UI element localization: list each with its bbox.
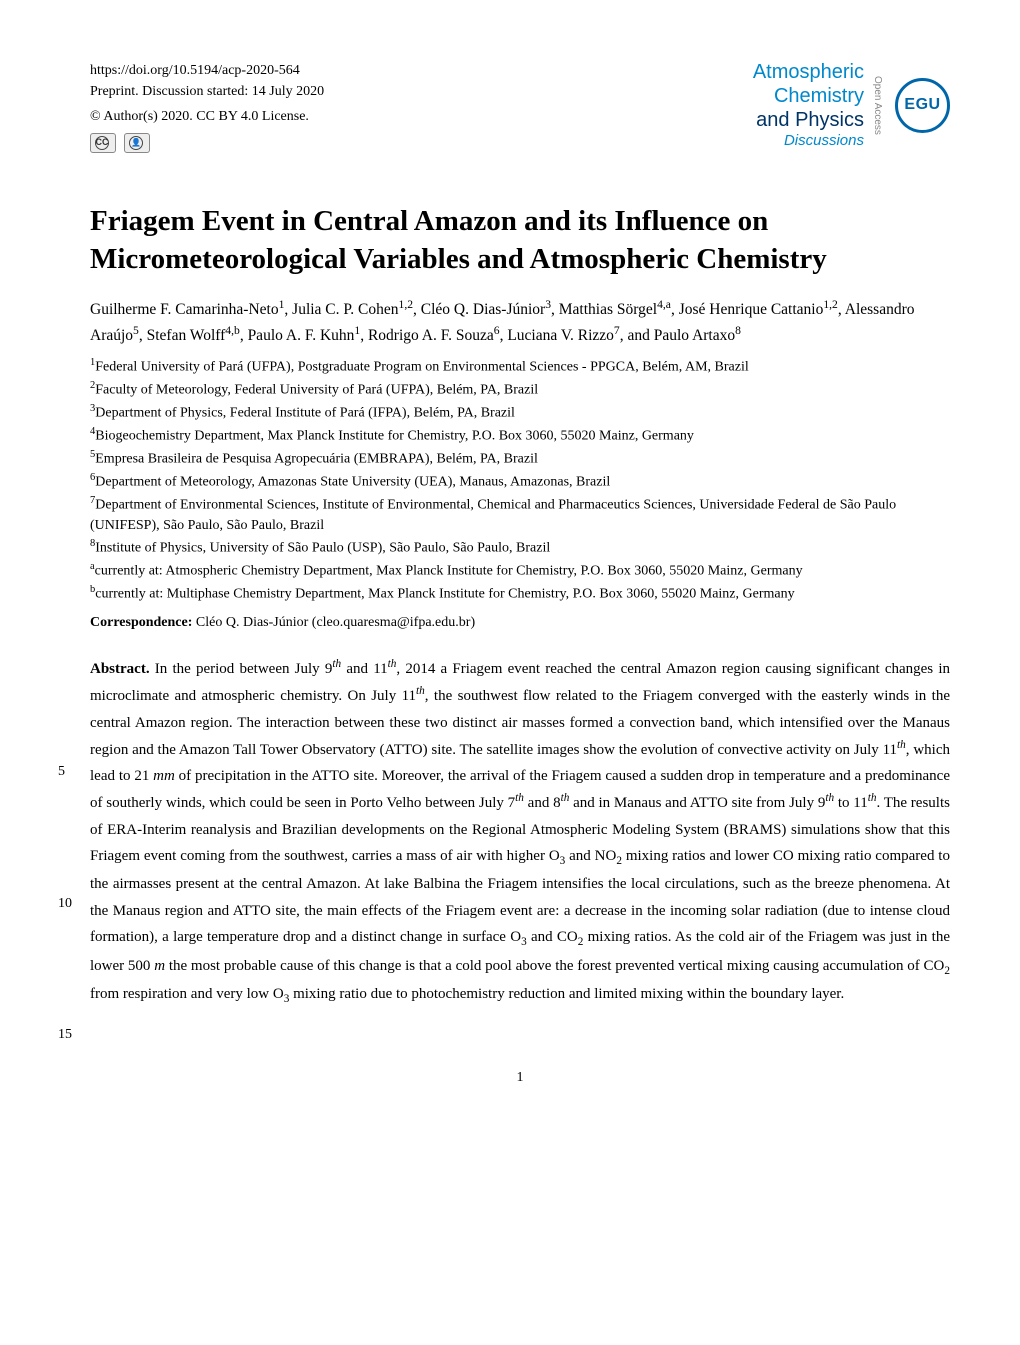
paper-title: Friagem Event in Central Amazon and its … — [90, 203, 950, 278]
doi-link[interactable]: https://doi.org/10.5194/acp-2020-564 — [90, 60, 324, 81]
correspondence-line: Correspondence: Cléo Q. Dias-Júnior (cle… — [90, 615, 950, 631]
header-row: https://doi.org/10.5194/acp-2020-564 Pre… — [90, 60, 950, 153]
cc-icon: CC — [95, 136, 109, 150]
by-icon: 👤 — [129, 136, 143, 150]
journal-line-3: and Physics — [753, 108, 864, 132]
affiliation-line: 2Faculty of Meteorology, Federal Univers… — [90, 378, 950, 401]
header-left: https://doi.org/10.5194/acp-2020-564 Pre… — [90, 60, 324, 153]
affiliation-line: 3Department of Physics, Federal Institut… — [90, 401, 950, 424]
egu-logo: EGU — [895, 78, 950, 133]
preprint-line: Preprint. Discussion started: 14 July 20… — [90, 81, 324, 102]
cc-badges: CC 👤 — [90, 133, 324, 153]
cc-badge: CC — [90, 133, 116, 153]
affiliation-line: 1Federal University of Pará (UFPA), Post… — [90, 355, 950, 378]
journal-line-4: Discussions — [753, 132, 864, 150]
affiliation-line: 6Department of Meteorology, Amazonas Sta… — [90, 470, 950, 493]
affiliation-line: bcurrently at: Multiphase Chemistry Depa… — [90, 582, 950, 605]
page-number: 1 — [90, 1070, 950, 1086]
journal-line-2: Chemistry — [753, 84, 864, 108]
authors-list: Guilherme F. Camarinha-Neto1, Julia C. P… — [90, 296, 950, 347]
abstract-text: In the period between July 9th and 11th,… — [90, 661, 950, 1002]
correspondence-text: Cléo Q. Dias-Júnior (cleo.quaresma@ifpa.… — [192, 615, 475, 630]
correspondence-label: Correspondence: — [90, 615, 192, 630]
affiliation-line: 7Department of Environmental Sciences, I… — [90, 493, 950, 536]
abstract-label: Abstract. — [90, 661, 150, 677]
by-badge: 👤 — [124, 133, 150, 153]
journal-title-block: Atmospheric Chemistry and Physics Discus… — [753, 60, 864, 150]
line-number-5: 5 — [58, 760, 65, 785]
line-number-15: 15 — [58, 1023, 72, 1048]
affiliation-line: 8Institute of Physics, University of São… — [90, 536, 950, 559]
affiliation-line: 4Biogeochemistry Department, Max Planck … — [90, 424, 950, 447]
open-access-label: Open Access — [872, 76, 883, 135]
copyright-row: © Author(s) 2020. CC BY 4.0 License. — [90, 106, 324, 127]
journal-line-1: Atmospheric — [753, 60, 864, 84]
abstract-block: Abstract. In the period between July 9th… — [90, 655, 950, 1010]
affiliation-line: 5Empresa Brasileira de Pesquisa Agropecu… — [90, 447, 950, 470]
affiliations-list: 1Federal University of Pará (UFPA), Post… — [90, 355, 950, 605]
header-right: Atmospheric Chemistry and Physics Discus… — [753, 60, 950, 150]
affiliation-line: acurrently at: Atmospheric Chemistry Dep… — [90, 559, 950, 582]
line-number-10: 10 — [58, 892, 72, 917]
copyright-text: © Author(s) 2020. CC BY 4.0 License. — [90, 106, 309, 127]
